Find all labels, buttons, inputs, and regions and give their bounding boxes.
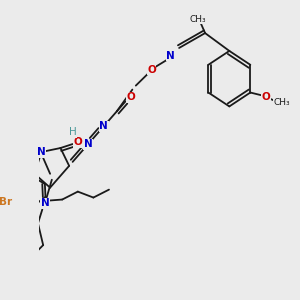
Text: Br: Br	[0, 197, 12, 207]
Text: N: N	[37, 147, 46, 157]
Text: N: N	[40, 199, 49, 208]
Text: O: O	[74, 137, 82, 147]
Text: N: N	[166, 51, 175, 61]
Text: CH₃: CH₃	[190, 15, 206, 24]
Text: O: O	[147, 65, 156, 75]
Text: H: H	[69, 127, 76, 137]
Text: N: N	[84, 139, 93, 149]
Text: CH₃: CH₃	[273, 98, 290, 107]
Text: N: N	[99, 121, 108, 131]
Text: O: O	[262, 92, 270, 103]
Text: O: O	[126, 92, 135, 103]
